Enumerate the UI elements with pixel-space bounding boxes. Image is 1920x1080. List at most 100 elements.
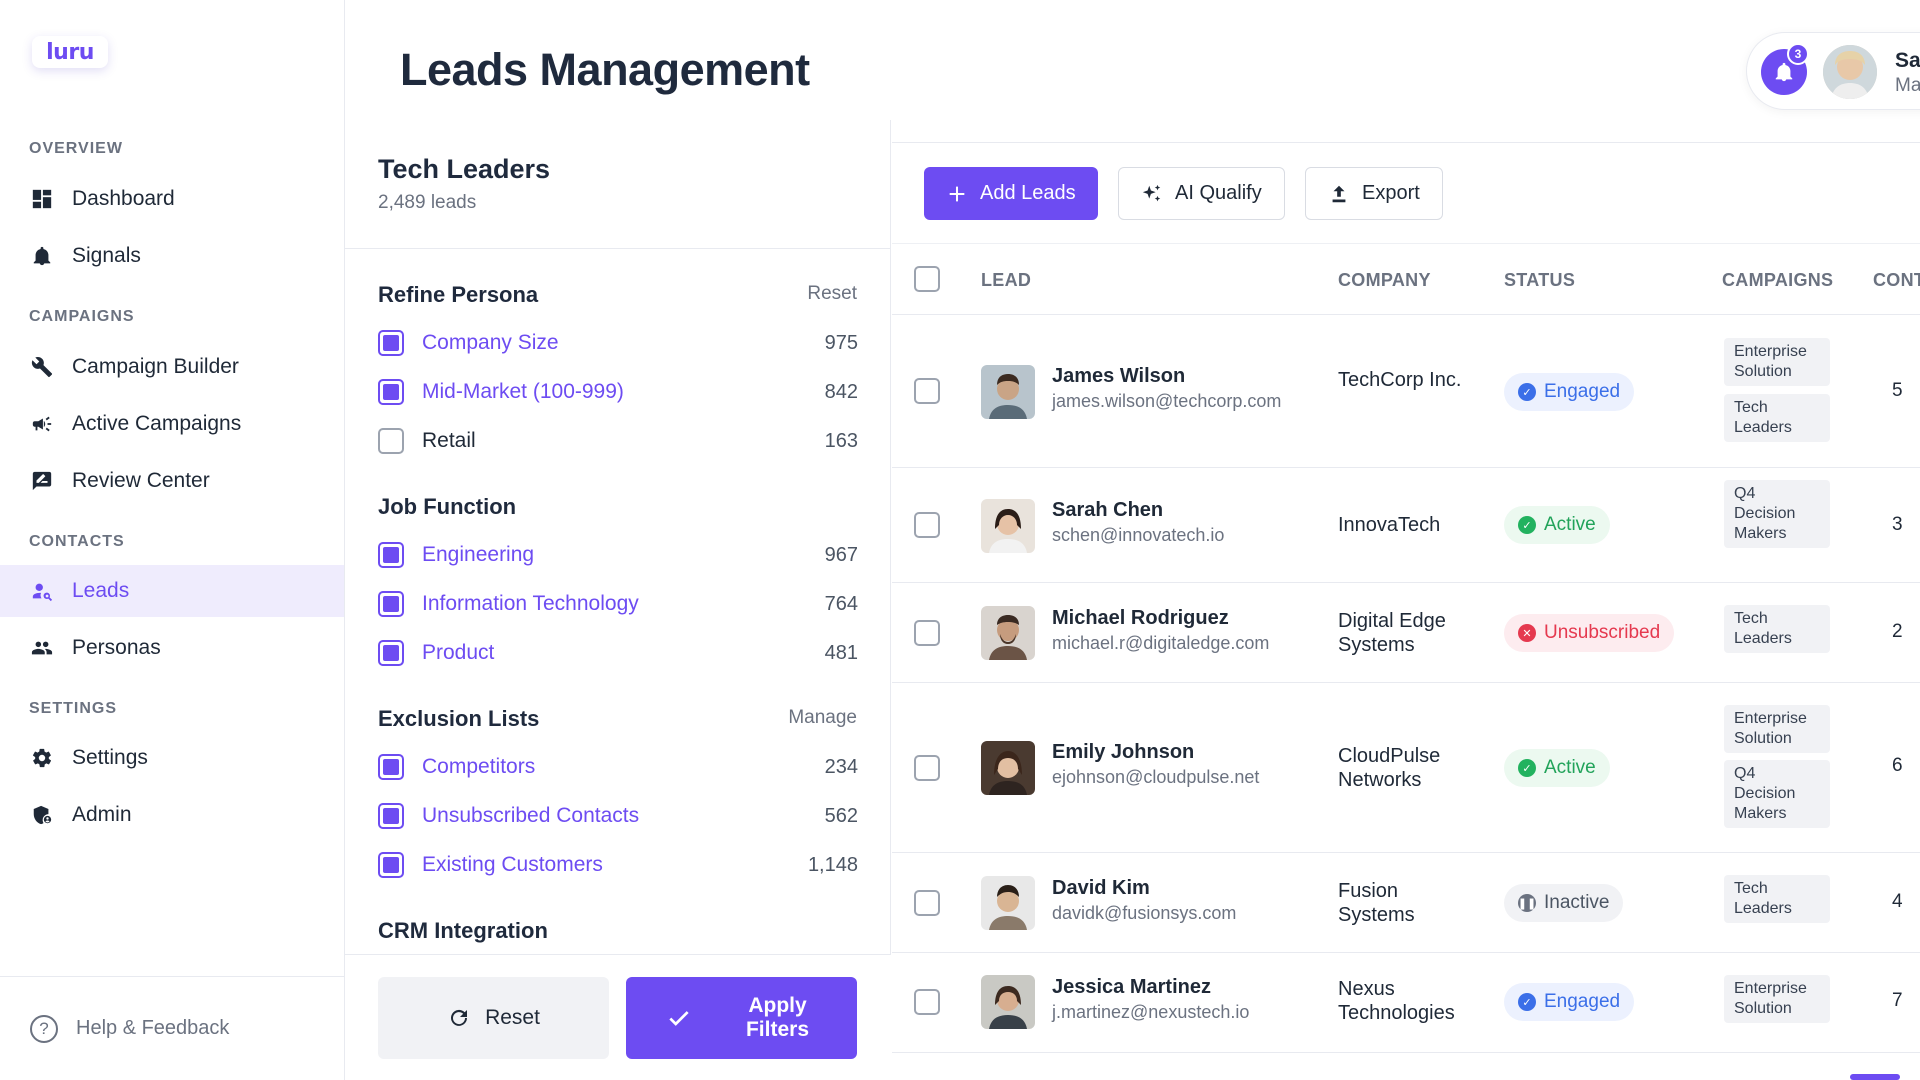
check-circle-icon: ✓ [1518,993,1536,1011]
horizontal-scrollbar[interactable] [1850,1074,1900,1080]
sidebar-item-leads[interactable]: Leads [0,565,344,617]
add-leads-button[interactable]: Add Leads [924,167,1098,220]
checkbox[interactable] [378,379,404,405]
help-icon: ? [30,1014,58,1043]
sidebar-item-settings[interactable]: Settings [0,732,344,784]
sidebar-item-label: Personas [72,636,161,659]
sidebar-item-signals[interactable]: Signals [0,230,344,282]
table-row[interactable]: Jessica Martinez j.martinez@nexustech.io… [892,953,1920,1053]
checkbox[interactable] [378,542,404,568]
campaign-tag: Tech Leaders [1724,605,1830,653]
lead-name[interactable]: David Kim [1052,877,1150,899]
table-row[interactable]: Emily Johnson ejohnson@cloudpulse.net Cl… [892,683,1920,853]
checkbox[interactable] [378,330,404,356]
refine-persona-reset-link[interactable]: Reset [807,283,857,304]
row-checkbox[interactable] [914,989,940,1015]
filter-option-company-size[interactable]: Company Size 975 [378,328,858,358]
lead-name[interactable]: Jessica Martinez [1052,976,1211,998]
persona-title: Tech Leaders [378,154,551,184]
app-logo[interactable]: luru [32,36,108,68]
help-feedback-link[interactable]: ? Help & Feedback [0,976,344,1080]
lead-company: Nexus Technologies [1338,978,1455,1024]
lead-company: Digital Edge Systems [1338,610,1446,656]
row-checkbox[interactable] [914,512,940,538]
filter-option-engineering[interactable]: Engineering 967 [378,540,858,570]
bell-icon [30,244,54,268]
group-title-exclusion-lists: Exclusion Lists [378,706,540,731]
checkbox[interactable] [378,428,404,454]
column-header-contacts[interactable]: CONT [1873,270,1920,290]
lead-email: michael.r@digitaledge.com [1052,633,1270,653]
user-role: Ma [1895,75,1920,96]
checkbox[interactable] [378,640,404,666]
column-header-lead[interactable]: LEAD [981,270,1032,290]
ai-qualify-button[interactable]: AI Qualify [1118,167,1285,220]
campaign-tag: Tech Leaders [1724,875,1830,923]
exclusion-lists-manage-link[interactable]: Manage [788,707,857,728]
checkbox[interactable] [378,754,404,780]
sidebar-item-label: Active Campaigns [72,412,242,435]
contacts-count: 6 [1892,755,1903,776]
select-all-checkbox[interactable] [914,266,940,292]
export-button[interactable]: Export [1305,167,1443,220]
filter-option-retail[interactable]: Retail 163 [378,426,858,456]
column-header-status[interactable]: STATUS [1504,270,1576,290]
filter-option-mid-market[interactable]: Mid-Market (100-999) 842 [378,377,858,407]
sidebar-item-review-center[interactable]: Review Center [0,455,344,507]
table-row[interactable]: Sarah Chen schen@innovatech.io InnovaTec… [892,468,1920,583]
check-circle-icon: ✓ [1518,383,1536,401]
sidebar-item-dashboard[interactable]: Dashboard [0,173,344,225]
table-row[interactable]: James Wilson james.wilson@techcorp.com T… [892,316,1920,468]
sidebar-item-label: Admin [72,803,132,826]
row-checkbox[interactable] [914,755,940,781]
lead-name[interactable]: James Wilson [1052,365,1186,387]
check-circle-icon: ✓ [1518,516,1536,534]
sidebar-item-admin[interactable]: Admin [0,789,344,841]
lead-company: InnovaTech [1338,514,1441,536]
group-title-crm-integration: CRM Integration [378,918,548,943]
row-checkbox[interactable] [914,378,940,404]
filter-option-product[interactable]: Product 481 [378,638,858,668]
nav-section-campaigns: CAMPAIGNS [29,308,135,325]
checkbox[interactable] [378,852,404,878]
checkbox[interactable] [378,803,404,829]
status-badge: ✓ Engaged [1504,373,1635,411]
table-row[interactable]: Michael Rodriguez michael.r@digitaledge.… [892,583,1920,683]
column-header-company[interactable]: COMPANY [1338,270,1431,290]
lead-name[interactable]: Emily Johnson [1052,741,1195,763]
lead-email: j.martinez@nexustech.io [1052,1002,1250,1022]
lead-email: ejohnson@cloudpulse.net [1052,767,1260,787]
sidebar-item-personas[interactable]: Personas [0,622,344,674]
checkbox[interactable] [378,591,404,617]
avatar[interactable] [1823,45,1877,99]
check-circle-icon: ✓ [1518,759,1536,777]
row-checkbox[interactable] [914,890,940,916]
dashboard-icon [30,187,54,211]
apply-filters-button[interactable]: Apply Filters [626,977,857,1059]
filter-option-existing-customers[interactable]: Existing Customers 1,148 [378,850,858,880]
sidebar-item-active-campaigns[interactable]: Active Campaigns [0,398,344,450]
status-badge: ✓ Active [1504,506,1610,544]
group-title-job-function: Job Function [378,494,517,519]
lead-company: CloudPulse Networks [1338,745,1441,791]
lead-email: schen@innovatech.io [1052,525,1225,545]
review-icon [30,469,54,493]
row-checkbox[interactable] [914,620,940,646]
user-menu[interactable]: 3 Sa Ma [1746,32,1920,110]
avatar [981,975,1035,1029]
filter-option-competitors[interactable]: Competitors 234 [378,752,858,782]
table-row[interactable]: David Kim davidk@fusionsys.com Fusion Sy… [892,853,1920,953]
lead-name[interactable]: Sarah Chen [1052,499,1164,521]
filter-option-information-technology[interactable]: Information Technology 764 [378,589,858,619]
column-header-campaigns[interactable]: CAMPAIGNS [1722,270,1834,290]
contacts-count: 3 [1892,514,1903,535]
contacts-count: 2 [1892,621,1903,642]
lead-name[interactable]: Michael Rodriguez [1052,607,1229,629]
filter-option-unsubscribed-contacts[interactable]: Unsubscribed Contacts 562 [378,801,858,831]
lead-email: james.wilson@techcorp.com [1052,391,1282,411]
page-title: Leads Management [400,44,810,95]
sidebar-item-campaign-builder[interactable]: Campaign Builder [0,341,344,393]
reset-filters-button[interactable]: Reset [378,977,609,1059]
lead-search-icon [30,579,54,603]
campaign-tag: Q4 Decision Makers [1724,480,1830,548]
